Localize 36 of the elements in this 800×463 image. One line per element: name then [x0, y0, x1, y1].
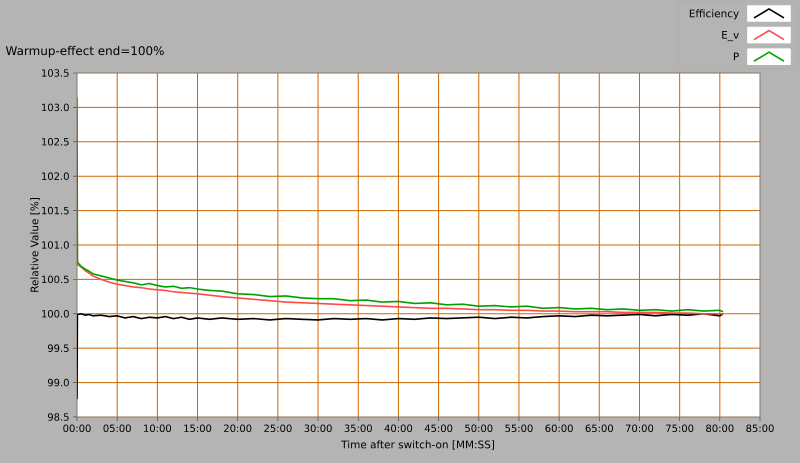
y-tick-label: 99.5 — [48, 344, 69, 352]
x-tick-label: 35:00 — [344, 424, 372, 432]
y-tick-label: 98.5 — [48, 413, 69, 421]
y-tick-label: 100.5 — [42, 276, 69, 284]
x-tick-label: 30:00 — [304, 424, 332, 432]
y-tick-label: 101.5 — [42, 206, 69, 214]
x-tick-label: 65:00 — [586, 424, 613, 432]
line-series — [77, 96, 724, 313]
legend-label: E_v — [722, 31, 739, 42]
y-tick-label: 103.0 — [42, 104, 69, 112]
y-tick-label: 99.0 — [48, 378, 69, 386]
y-axis-title: Relative Value [%] — [30, 198, 40, 292]
x-tick-label: 60:00 — [545, 424, 573, 432]
chart-title: Warmup-effect end=100% — [6, 46, 164, 58]
y-tick-label: 101.0 — [42, 241, 69, 249]
x-tick-label: 70:00 — [626, 424, 654, 432]
x-tick-label: 50:00 — [465, 424, 492, 432]
legend-label: P — [734, 52, 739, 60]
x-tick-label: 15:00 — [184, 424, 212, 432]
x-tick-label: 80:00 — [706, 424, 734, 432]
x-tick-label: 05:00 — [103, 424, 131, 432]
x-tick-label: 55:00 — [505, 424, 533, 432]
y-tick-label: 100.0 — [42, 310, 69, 318]
x-tick-label: 75:00 — [666, 424, 694, 432]
x-tick-label: 20:00 — [224, 424, 252, 432]
x-tick-label: 40:00 — [384, 424, 412, 432]
y-tick-label: 102.5 — [42, 138, 69, 146]
x-tick-label: 45:00 — [424, 424, 452, 432]
x-tick-label: 10:00 — [144, 424, 172, 432]
x-tick-label: 00:00 — [63, 424, 91, 432]
legend-label: Efficiency — [690, 9, 739, 20]
x-axis-title: Time after switch-on [MM:SS] — [341, 440, 494, 450]
x-tick-label: 25:00 — [264, 424, 292, 432]
x-tick-label: 85:00 — [746, 424, 774, 432]
y-tick-label: 103.5 — [42, 69, 69, 77]
y-tick-label: 102.0 — [42, 172, 69, 180]
